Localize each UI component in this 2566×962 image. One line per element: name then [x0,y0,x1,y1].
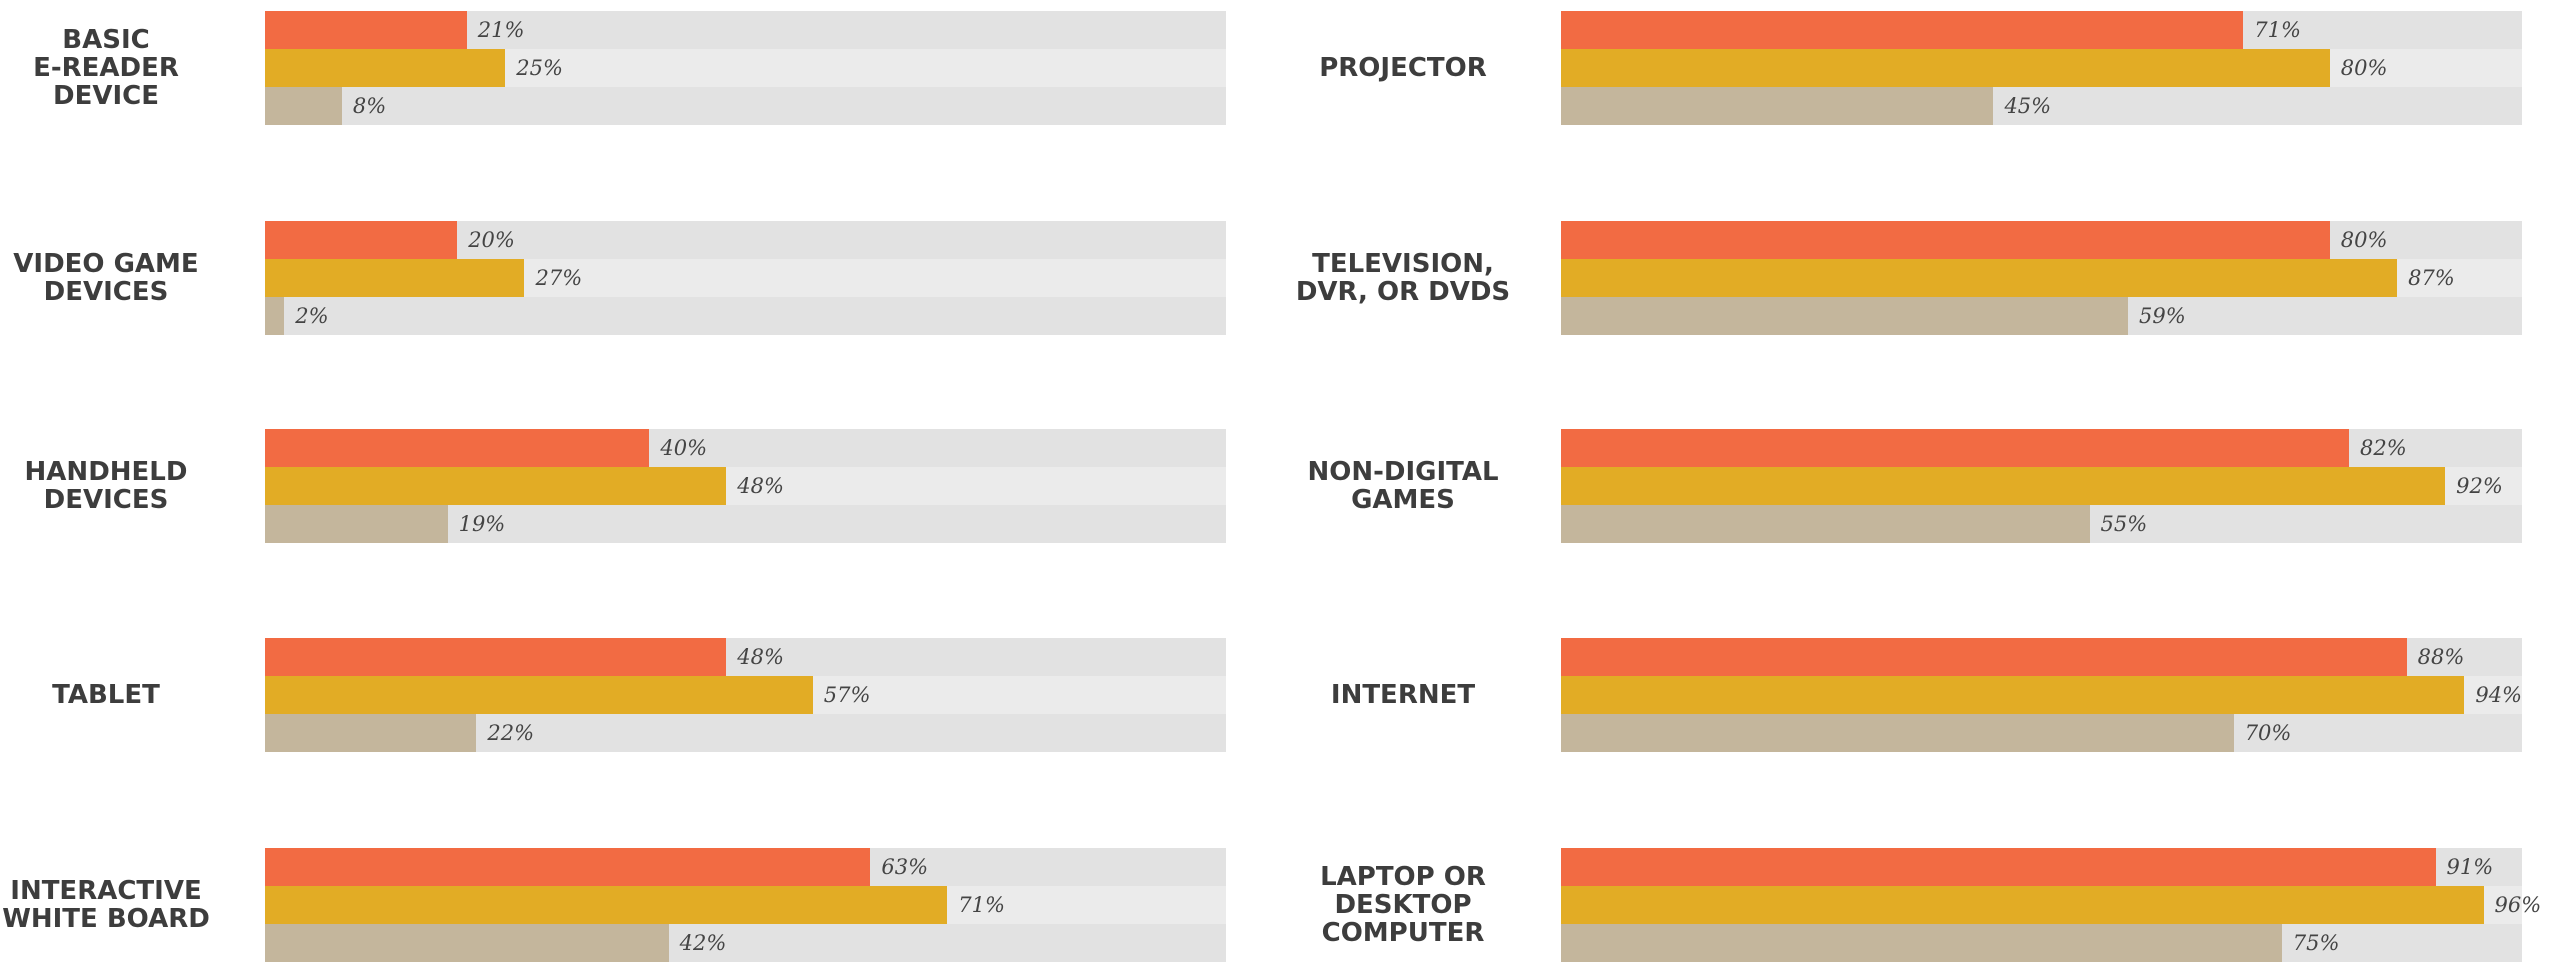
bar-track [265,297,1226,335]
value-label: 59% [2138,304,2186,328]
value-label: 48% [737,474,784,498]
category-label: TELEVISION, DVR, OR DVDS [1295,249,1511,307]
value-label: 75% [2292,931,2340,955]
value-label: 48% [737,645,784,669]
value-label: 42% [679,931,727,955]
value-label: 87% [2408,266,2455,290]
value-label: 63% [881,855,929,879]
category-label: BASIC E-READER DEVICE [33,25,179,111]
bar [265,429,650,467]
value-label: 94% [2475,683,2523,707]
bar [1561,676,2465,714]
bar-track [265,87,1226,125]
category-label: HANDHELD DEVICES [24,457,188,515]
bar [265,11,467,49]
value-label: 82% [2360,436,2407,460]
bar [265,221,458,259]
bar [265,259,525,297]
value-label: 88% [2417,645,2465,669]
bar [1561,848,2436,886]
bar [265,638,727,676]
value-label: 80% [2340,56,2388,80]
bar [265,87,342,125]
bar [265,924,669,962]
category-label: VIDEO GAME DEVICES [13,249,199,307]
category-label: INTERNET [1330,680,1476,710]
value-label: 25% [516,56,563,80]
bar [1561,638,2407,676]
value-label: 55% [2100,512,2148,536]
bar [265,714,477,752]
bar [1561,221,2330,259]
value-label: 96% [2494,893,2542,917]
category-label: TABLET [52,680,160,710]
bar [1561,924,2282,962]
bar [265,886,948,924]
bar [1561,714,2234,752]
bar [1561,297,2128,335]
category-label: LAPTOP OR DESKTOP COMPUTER [1320,862,1486,948]
bar [1561,505,2090,543]
value-label: 92% [2456,474,2503,498]
value-label: 8% [352,94,387,118]
value-label: 27% [535,266,583,290]
value-label: 2% [295,304,329,328]
value-label: 57% [823,683,871,707]
value-label: 70% [2244,721,2292,745]
bar [265,49,506,87]
value-label: 19% [458,512,506,536]
bar [265,848,871,886]
value-label: 71% [958,893,1005,917]
bar [1561,11,2244,49]
value-label: 20% [468,228,515,252]
bar [1561,49,2330,87]
value-label: 45% [2004,94,2052,118]
value-label: 22% [487,721,535,745]
bar [265,676,813,714]
value-label: 40% [660,436,708,460]
bar [265,297,285,335]
value-label: 91% [2446,855,2494,879]
value-label: 71% [2254,18,2301,42]
bar [1561,886,2484,924]
bar [1561,429,2350,467]
bar [1561,87,1994,125]
value-label: 21% [477,18,525,42]
value-label: 80% [2340,228,2388,252]
bar [265,467,727,505]
category-label: NON-DIGITAL GAMES [1307,457,1499,515]
bar [1561,259,2398,297]
bar [265,505,448,543]
category-label: PROJECTOR [1319,53,1487,83]
bar [1561,467,2446,505]
category-label: INTERACTIVE WHITE BOARD [2,876,210,934]
